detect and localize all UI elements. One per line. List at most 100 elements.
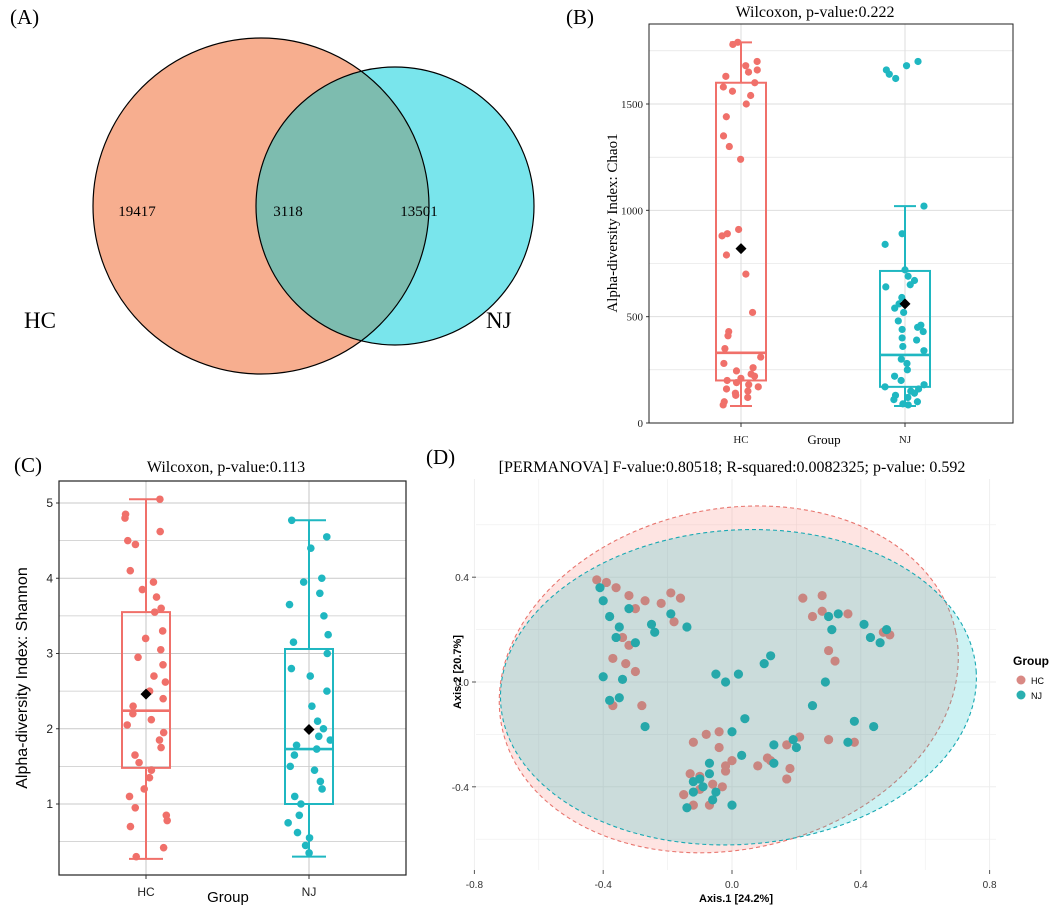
data-point-hc <box>152 593 161 601</box>
data-point-nj <box>891 304 899 312</box>
x-tick-label: 0.8 <box>983 880 997 891</box>
data-point-hc <box>159 728 168 737</box>
data-point-nj <box>737 750 747 760</box>
x-tick-label: HC <box>137 885 155 899</box>
data-point-nj <box>913 398 922 406</box>
data-point-hc <box>754 383 762 391</box>
data-point-hc <box>742 270 750 278</box>
data-point-hc <box>156 527 164 536</box>
data-point-nj <box>301 841 310 850</box>
chart-d-y-ticks: -0.4 0.0 0.4 <box>452 573 476 794</box>
venn-count-intersection: 3118 <box>273 204 302 220</box>
data-point-nj <box>727 727 737 737</box>
data-point-nj <box>313 717 322 726</box>
data-point-hc <box>817 590 827 601</box>
data-point-hc <box>745 381 753 389</box>
mean-marker-nj <box>303 724 315 736</box>
data-point-hc <box>617 632 628 643</box>
data-point-hc <box>669 617 679 627</box>
data-point-hc <box>150 672 158 680</box>
data-point-hc <box>129 702 137 710</box>
data-point-nj <box>704 769 715 779</box>
panel-a: (A) 19417 3118 13501 HC NJ <box>10 5 535 375</box>
data-point-nj <box>310 766 319 774</box>
venn-outline-hc <box>92 37 430 375</box>
data-point-hc <box>753 57 761 66</box>
data-point-nj <box>316 589 324 598</box>
y-tick-label: -0.4 <box>452 783 470 794</box>
data-point-nj <box>286 762 295 771</box>
data-point-hc <box>728 87 737 95</box>
data-point-nj <box>698 782 708 792</box>
legend-label-nj: NJ <box>1031 691 1042 701</box>
data-point-nj <box>598 672 608 682</box>
data-point-nj <box>682 803 692 813</box>
y-tick-label: 500 <box>627 312 644 324</box>
data-point-nj <box>920 381 928 389</box>
data-point-hc <box>131 540 140 549</box>
data-point-hc <box>762 753 773 763</box>
data-point-hc <box>132 852 141 861</box>
data-point-nj <box>824 611 834 622</box>
data-point-hc <box>742 100 750 108</box>
venn-label-hc: HC <box>24 308 56 333</box>
data-point-hc <box>724 332 732 340</box>
data-point-nj <box>640 721 650 732</box>
venn-overlap <box>256 67 429 345</box>
y-tick-label: 5 <box>46 496 53 510</box>
data-point-nj <box>914 323 922 331</box>
data-point-hc <box>757 353 765 361</box>
data-point-nj <box>624 604 634 614</box>
data-point-hc <box>129 709 137 718</box>
x-tick-label: NJ <box>302 885 317 899</box>
data-point-nj <box>897 355 905 363</box>
data-point-nj <box>284 819 292 827</box>
data-point-nj <box>319 724 328 733</box>
data-point-nj <box>617 674 628 684</box>
data-point-nj <box>919 327 927 336</box>
data-point-nj <box>720 677 731 687</box>
chart-c-title: Wilcoxon, p-value:0.113 <box>147 459 305 476</box>
data-point-hc <box>640 596 650 606</box>
data-point-hc <box>729 40 737 49</box>
data-point-nj <box>320 612 328 620</box>
data-point-hc <box>138 585 147 594</box>
data-point-hc <box>720 761 731 771</box>
panel-label-c: (C) <box>14 453 42 477</box>
data-point-nj <box>326 736 335 744</box>
chart-c-x-label: Group <box>207 889 249 906</box>
y-tick-label: 1 <box>46 797 53 811</box>
data-point-nj <box>791 742 802 753</box>
data-point-hc <box>785 763 795 774</box>
data-point-nj <box>290 792 299 801</box>
data-point-hc <box>753 761 763 771</box>
data-point-nj <box>898 325 906 334</box>
data-point-hc <box>147 715 156 724</box>
data-point-hc <box>719 401 727 409</box>
data-point-hc <box>735 225 743 234</box>
data-point-hc <box>621 659 631 669</box>
data-point-hc <box>732 367 741 375</box>
data-point-nj <box>759 659 769 669</box>
y-tick-label: 0 <box>638 418 644 430</box>
data-point-nj <box>595 583 605 593</box>
data-point-nj <box>903 366 911 374</box>
data-point-hc <box>727 756 737 766</box>
data-point-hc <box>123 536 132 545</box>
chart-b-title: Wilcoxon, p-value:0.222 <box>736 4 895 21</box>
legend-marker-nj <box>1016 690 1026 700</box>
chart-b-y-label: Alpha-diversity Index: Chao1 <box>605 133 621 312</box>
chart-d-x-label: Axis.1 [24.2%] <box>699 893 773 905</box>
data-point-hc <box>150 608 159 616</box>
data-point-hc <box>744 68 753 76</box>
data-point-nj <box>902 62 911 70</box>
data-point-hc <box>656 598 666 609</box>
data-point-hc <box>121 514 129 522</box>
data-point-hc <box>722 385 731 393</box>
panel-label-a: (A) <box>10 5 39 29</box>
data-point-hc <box>637 700 647 711</box>
chart-c-x-ticks: HC NJ <box>137 875 316 899</box>
data-point-nj <box>293 828 302 837</box>
data-point-nj <box>898 334 906 342</box>
data-point-hc <box>630 604 641 614</box>
